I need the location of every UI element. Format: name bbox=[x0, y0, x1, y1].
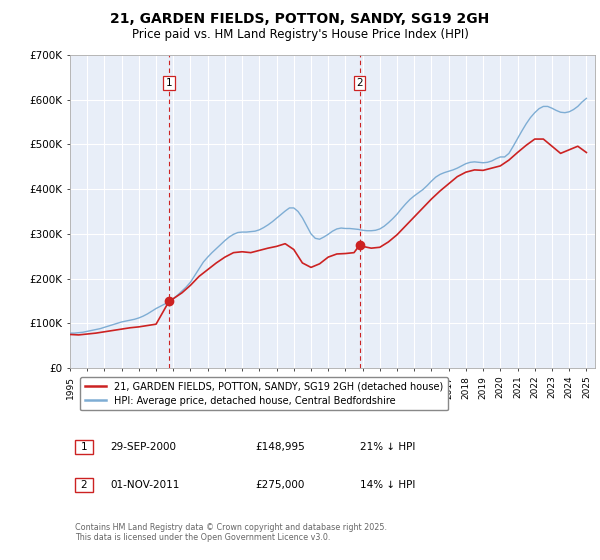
Text: 01-NOV-2011: 01-NOV-2011 bbox=[110, 480, 179, 490]
Text: 1: 1 bbox=[166, 78, 172, 88]
Text: 14% ↓ HPI: 14% ↓ HPI bbox=[360, 480, 415, 490]
Text: Contains HM Land Registry data © Crown copyright and database right 2025.
This d: Contains HM Land Registry data © Crown c… bbox=[75, 522, 387, 542]
Legend: 21, GARDEN FIELDS, POTTON, SANDY, SG19 2GH (detached house), HPI: Average price,: 21, GARDEN FIELDS, POTTON, SANDY, SG19 2… bbox=[80, 377, 448, 410]
Text: 2: 2 bbox=[356, 78, 363, 88]
Text: 21, GARDEN FIELDS, POTTON, SANDY, SG19 2GH: 21, GARDEN FIELDS, POTTON, SANDY, SG19 2… bbox=[110, 12, 490, 26]
Text: 1: 1 bbox=[80, 442, 88, 452]
Text: £148,995: £148,995 bbox=[255, 442, 305, 452]
Text: Price paid vs. HM Land Registry's House Price Index (HPI): Price paid vs. HM Land Registry's House … bbox=[131, 28, 469, 41]
Text: 21% ↓ HPI: 21% ↓ HPI bbox=[360, 442, 415, 452]
Text: 2: 2 bbox=[80, 480, 88, 490]
Text: 29-SEP-2000: 29-SEP-2000 bbox=[110, 442, 176, 452]
Text: £275,000: £275,000 bbox=[255, 480, 304, 490]
